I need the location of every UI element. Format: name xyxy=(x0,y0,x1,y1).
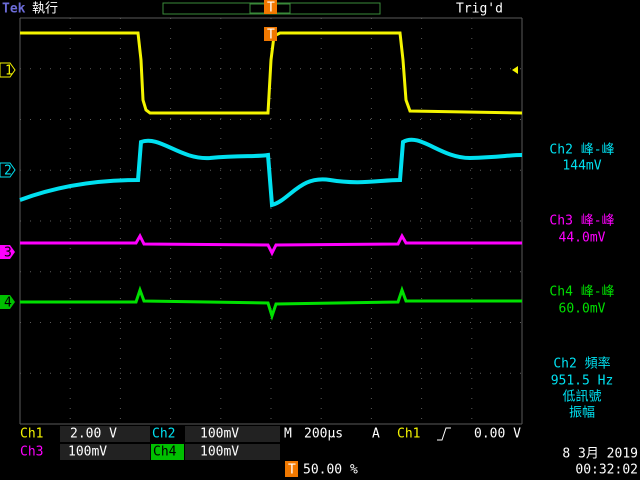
ch3-marker-label: 3 xyxy=(4,246,12,261)
ch1-scale: 2.00 V xyxy=(70,427,117,442)
trigger-level: 0.00 V xyxy=(474,427,521,442)
measure-label: Ch2 峰-峰 xyxy=(549,143,614,158)
measure-value: 951.5 Hz xyxy=(551,374,614,389)
brand: Tek xyxy=(2,2,26,17)
measure-note: 低訊號 xyxy=(562,390,601,405)
ch4-scale: 100mV xyxy=(200,445,239,460)
mode: M xyxy=(284,427,292,442)
trigger-pos-label: T xyxy=(267,28,275,43)
ch3-label: Ch3 xyxy=(20,445,43,460)
ch3-waveform xyxy=(20,232,522,257)
trigger-position: 50.00 % xyxy=(303,463,358,478)
trigger-top-marker xyxy=(264,0,277,14)
measure-label: Ch4 峰-峰 xyxy=(549,285,614,300)
ch3-scale: 100mV xyxy=(68,445,107,460)
timebase: 200µs xyxy=(304,427,343,442)
trigger-pos-marker xyxy=(264,27,277,41)
run-state: 執行 xyxy=(32,1,58,17)
measure-value: 60.0mV xyxy=(559,302,606,317)
ch2-waveform xyxy=(19,137,523,208)
date: 8 3月 2019 xyxy=(562,447,638,462)
ch3-marker xyxy=(0,245,15,259)
ch1-marker xyxy=(0,62,16,78)
ch4-waveform xyxy=(20,285,522,321)
measure-value: 44.0mV xyxy=(559,231,606,246)
trigger-source: Ch1 xyxy=(397,427,420,442)
ch2-scale-box[interactable] xyxy=(185,426,280,442)
trigger-state: Trig'd xyxy=(456,2,503,17)
ch1-label: Ch1 xyxy=(20,427,43,442)
ch3-scale-box[interactable] xyxy=(60,444,150,460)
ch2-marker-label: 2 xyxy=(4,164,12,179)
ch4-tag[interactable] xyxy=(151,444,184,460)
ch2-scale: 100mV xyxy=(200,427,239,442)
ch2-label: Ch2 xyxy=(152,427,175,442)
trigger-top-label: T xyxy=(267,1,275,16)
time: 00:32:02 xyxy=(575,463,638,478)
trigger-pos-icon-label: T xyxy=(288,463,296,478)
ch4-marker xyxy=(0,295,15,309)
ch1-marker-label: 1 xyxy=(5,64,13,79)
ch4-marker-label: 4 xyxy=(4,296,12,311)
measure-label: Ch3 峰-峰 xyxy=(549,214,614,229)
trigger-mode: A xyxy=(372,427,380,442)
slope-icon xyxy=(437,427,451,441)
trigger-level-marker xyxy=(512,66,518,74)
ch4-scale-box[interactable] xyxy=(185,444,280,460)
trigger-pos-icon xyxy=(285,461,298,477)
ch1-scale-box[interactable] xyxy=(60,426,150,442)
measure-note: 振幅 xyxy=(569,406,595,421)
ch1-waveform xyxy=(20,31,523,115)
measure-label: Ch2 頻率 xyxy=(553,356,610,372)
ch2-marker xyxy=(0,162,16,178)
measure-value: 144mV xyxy=(562,159,601,174)
ch4-label: Ch4 xyxy=(153,445,177,460)
